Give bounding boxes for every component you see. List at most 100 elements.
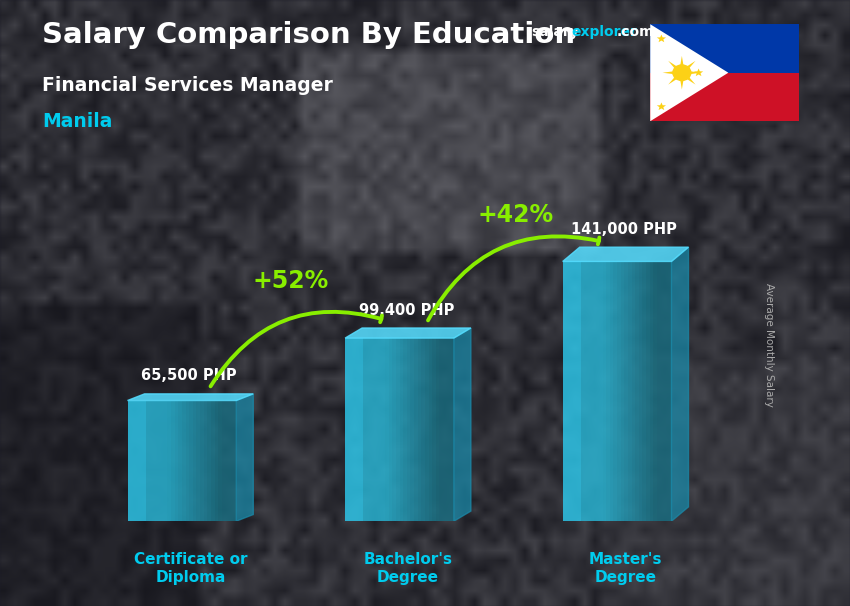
- Polygon shape: [691, 72, 701, 74]
- Bar: [167, 401, 171, 521]
- Polygon shape: [657, 102, 666, 110]
- Polygon shape: [687, 61, 695, 68]
- Text: Master's
Degree: Master's Degree: [589, 552, 662, 585]
- Polygon shape: [650, 24, 728, 121]
- Bar: [128, 401, 131, 521]
- Bar: [414, 338, 417, 521]
- Bar: [204, 401, 207, 521]
- Bar: [654, 261, 657, 521]
- Bar: [446, 338, 450, 521]
- Bar: [200, 401, 204, 521]
- Text: Bachelor's
Degree: Bachelor's Degree: [364, 552, 452, 585]
- Bar: [650, 24, 799, 73]
- Bar: [595, 261, 599, 521]
- Text: 141,000 PHP: 141,000 PHP: [571, 222, 677, 237]
- Bar: [211, 401, 214, 521]
- Bar: [436, 338, 439, 521]
- Bar: [182, 401, 185, 521]
- Bar: [599, 261, 603, 521]
- Bar: [603, 261, 606, 521]
- Bar: [135, 401, 139, 521]
- Bar: [443, 338, 446, 521]
- Polygon shape: [672, 247, 688, 521]
- Text: 65,500 PHP: 65,500 PHP: [141, 368, 236, 384]
- Bar: [153, 401, 156, 521]
- Bar: [574, 261, 577, 521]
- Bar: [664, 261, 668, 521]
- Polygon shape: [668, 61, 677, 68]
- Bar: [407, 338, 411, 521]
- Bar: [142, 401, 145, 521]
- Bar: [432, 338, 436, 521]
- Bar: [392, 338, 396, 521]
- Bar: [400, 338, 403, 521]
- Bar: [403, 338, 407, 521]
- Bar: [635, 261, 639, 521]
- Text: Certificate or
Diploma: Certificate or Diploma: [133, 552, 247, 585]
- Polygon shape: [680, 56, 683, 65]
- Bar: [668, 261, 672, 521]
- Bar: [439, 338, 443, 521]
- Bar: [657, 261, 660, 521]
- Polygon shape: [657, 35, 666, 42]
- Bar: [233, 401, 236, 521]
- Bar: [207, 401, 211, 521]
- Bar: [396, 338, 400, 521]
- Bar: [620, 261, 625, 521]
- Bar: [617, 261, 620, 521]
- Bar: [639, 261, 643, 521]
- Bar: [214, 401, 218, 521]
- Bar: [360, 338, 363, 521]
- Bar: [345, 338, 348, 521]
- Bar: [649, 261, 654, 521]
- Bar: [171, 401, 174, 521]
- Polygon shape: [687, 77, 695, 85]
- Bar: [570, 261, 574, 521]
- Bar: [632, 261, 635, 521]
- Bar: [222, 401, 225, 521]
- Bar: [160, 401, 164, 521]
- Text: Financial Services Manager: Financial Services Manager: [42, 76, 333, 95]
- Bar: [388, 338, 392, 521]
- Bar: [371, 338, 374, 521]
- Polygon shape: [680, 81, 683, 90]
- FancyBboxPatch shape: [650, 24, 799, 121]
- Bar: [367, 338, 371, 521]
- Bar: [592, 261, 595, 521]
- Bar: [660, 261, 664, 521]
- Bar: [422, 338, 425, 521]
- Text: Average Monthly Salary: Average Monthly Salary: [764, 284, 774, 407]
- Text: +42%: +42%: [477, 202, 553, 227]
- Bar: [650, 73, 799, 121]
- Text: +52%: +52%: [252, 269, 329, 293]
- Bar: [385, 338, 388, 521]
- Bar: [225, 401, 229, 521]
- Bar: [356, 338, 360, 521]
- Bar: [229, 401, 233, 521]
- Polygon shape: [128, 394, 253, 401]
- Bar: [417, 338, 422, 521]
- Text: .com: .com: [617, 25, 654, 39]
- Bar: [178, 401, 182, 521]
- Polygon shape: [345, 328, 471, 338]
- Polygon shape: [694, 68, 703, 76]
- Bar: [606, 261, 609, 521]
- Text: 99,400 PHP: 99,400 PHP: [359, 302, 454, 318]
- Bar: [581, 261, 585, 521]
- Bar: [643, 261, 646, 521]
- Bar: [374, 338, 377, 521]
- Polygon shape: [662, 72, 673, 74]
- Bar: [628, 261, 632, 521]
- Bar: [411, 338, 414, 521]
- Bar: [193, 401, 196, 521]
- Bar: [428, 338, 432, 521]
- Bar: [218, 401, 222, 521]
- Bar: [563, 261, 566, 521]
- Polygon shape: [563, 247, 688, 261]
- Bar: [609, 261, 614, 521]
- Bar: [450, 338, 454, 521]
- Bar: [131, 401, 135, 521]
- Polygon shape: [236, 394, 253, 521]
- Bar: [382, 338, 385, 521]
- Bar: [185, 401, 190, 521]
